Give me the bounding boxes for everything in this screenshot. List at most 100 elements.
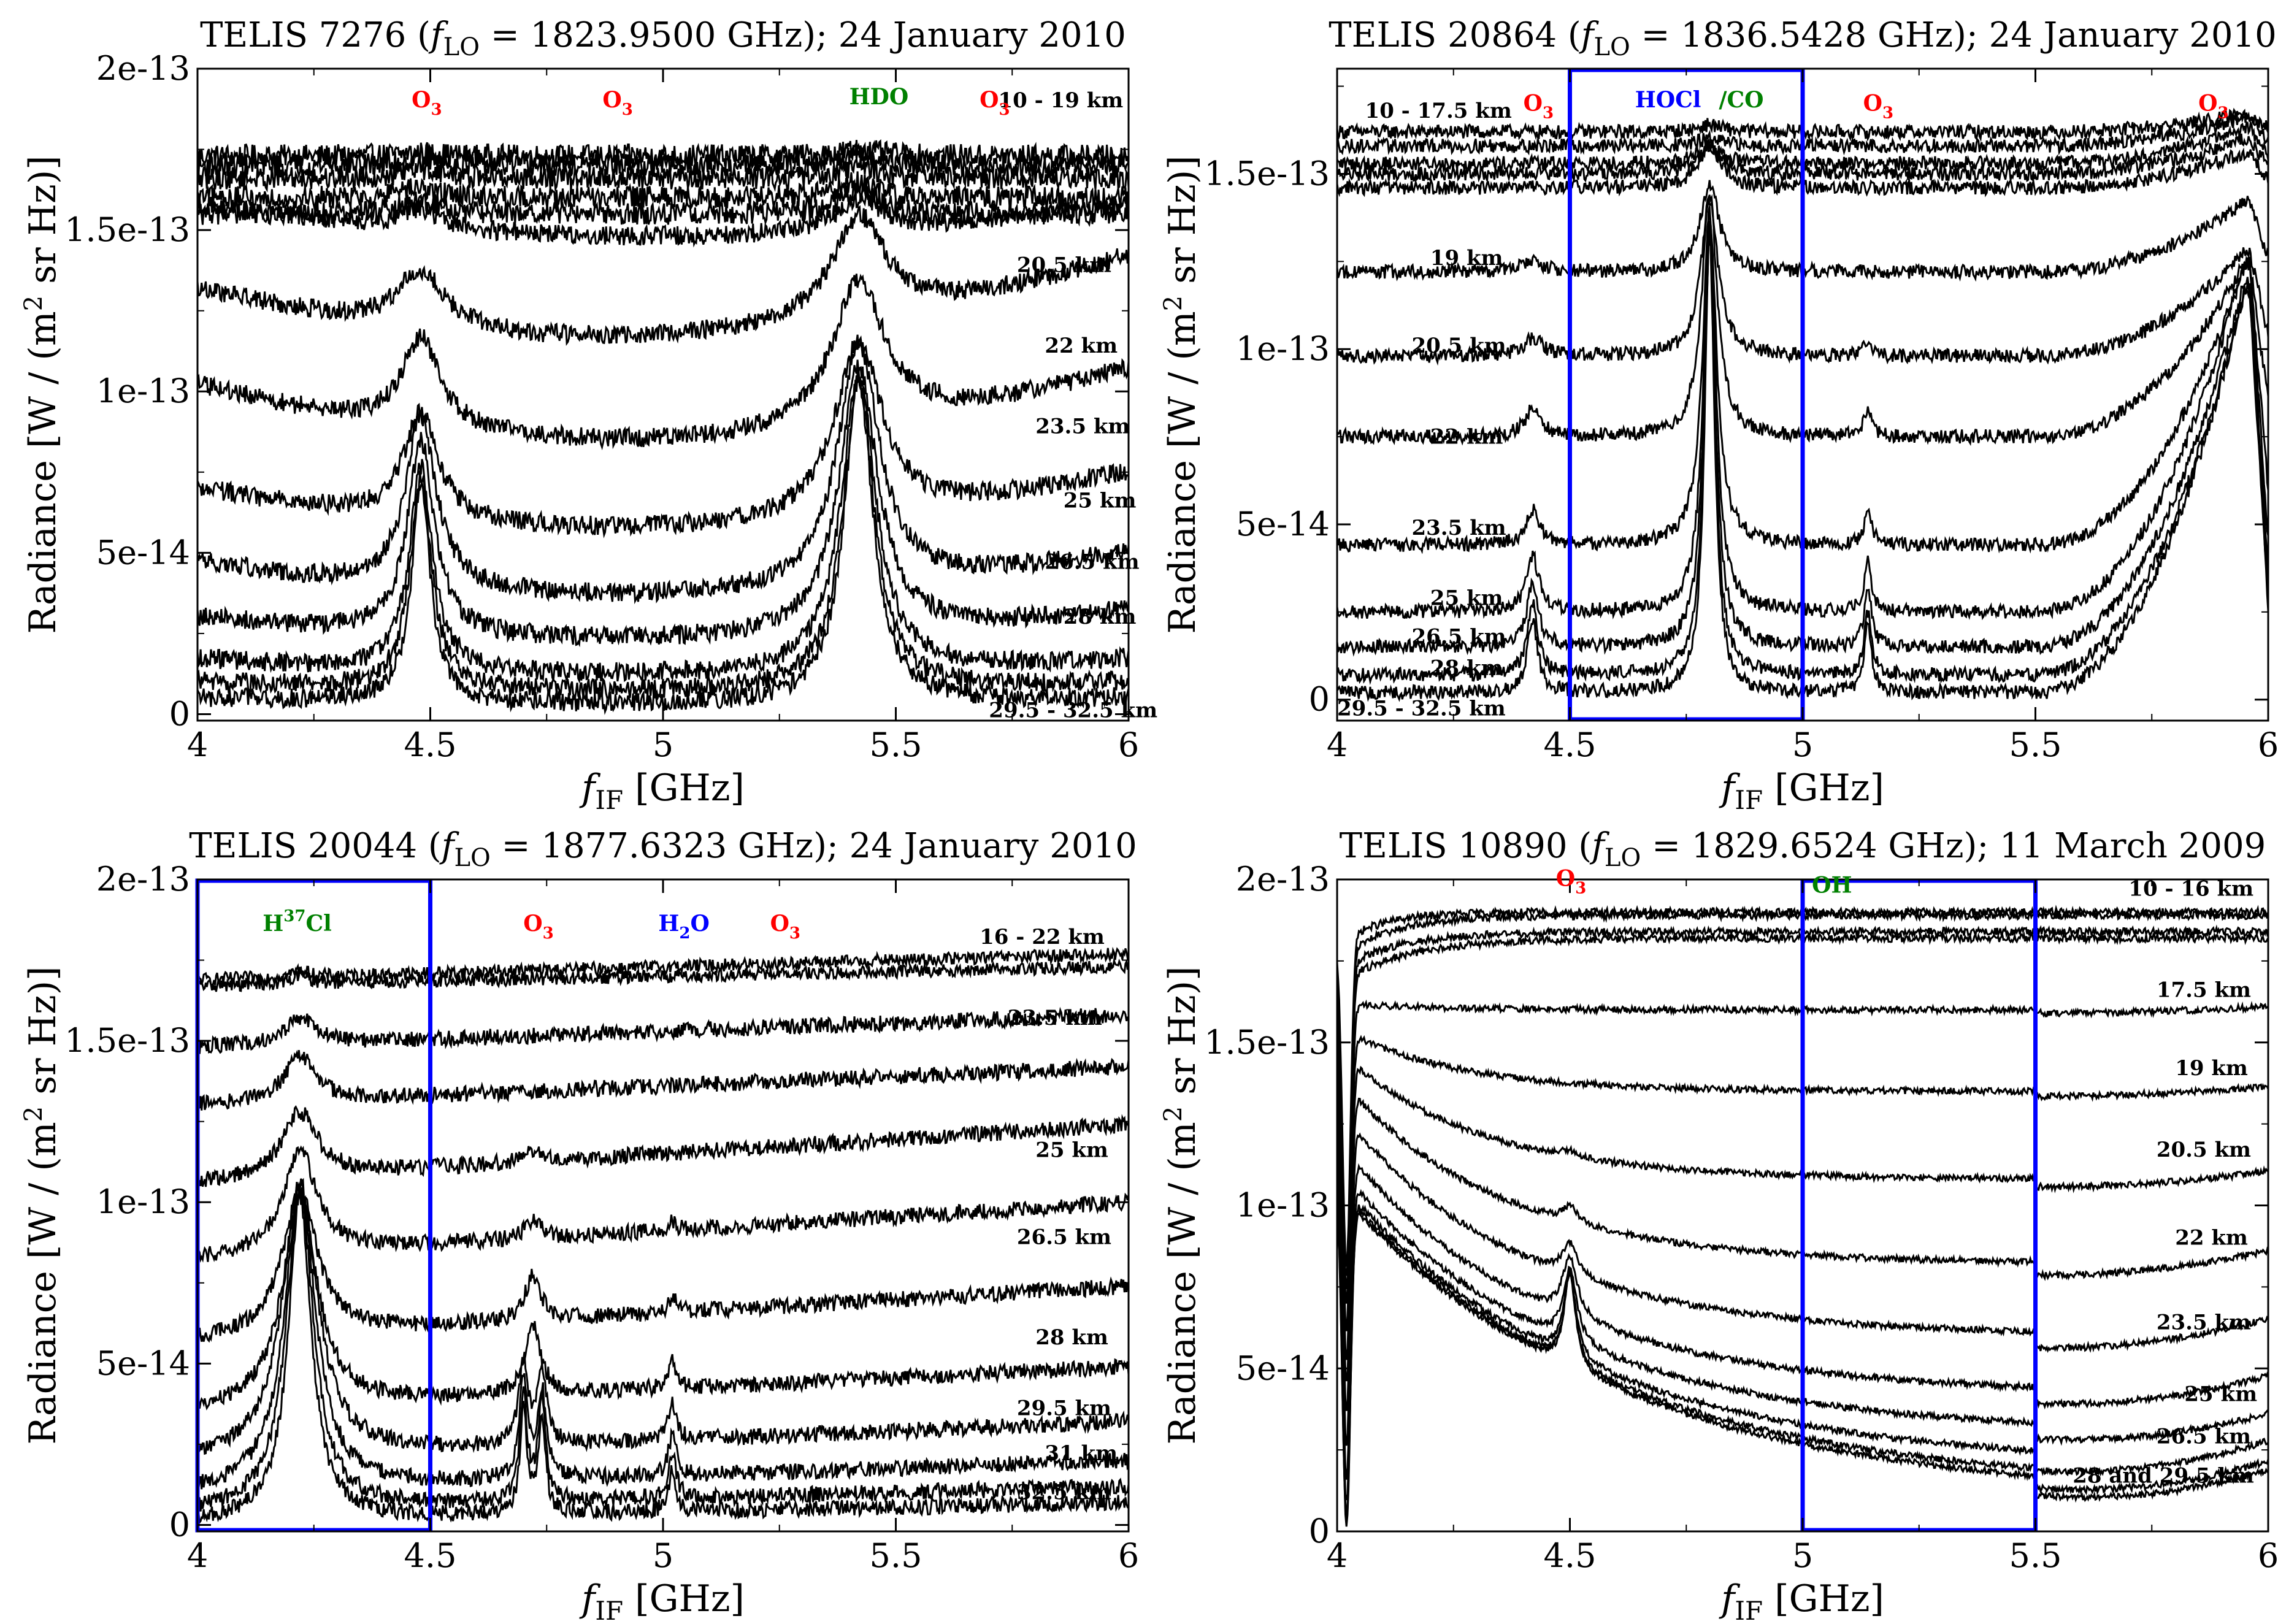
species-label: O3 xyxy=(1556,866,1586,898)
altitude-label: 28 km xyxy=(1035,1325,1108,1350)
y-tick-label: 1.5e-13 xyxy=(1204,154,1330,193)
series-line-12 xyxy=(198,1191,1129,1525)
altitude-label: 28 and 29.5 km xyxy=(2073,1463,2254,1488)
series-line-5 xyxy=(198,178,1129,228)
altitude-label: 23.5 km xyxy=(1008,1006,1102,1030)
x-axis-label: fIF [GHz] xyxy=(579,1577,745,1624)
altitude-label: 32.5 km xyxy=(1017,1480,1111,1504)
x-tick-label: 4 xyxy=(187,1536,208,1575)
y-tick-label: 1e-13 xyxy=(1236,1186,1330,1225)
altitude-label: 28 km xyxy=(1430,656,1503,681)
series-line-9 xyxy=(198,1178,1129,1455)
x-tick-label: 5 xyxy=(1792,726,1813,764)
series-line-4 xyxy=(198,1049,1129,1111)
x-tick-label: 6 xyxy=(2258,1536,2278,1575)
series-line-12 xyxy=(198,370,1129,684)
x-tick-label: 6 xyxy=(1118,726,1139,764)
species-label: O3 xyxy=(412,87,442,119)
species-label: OH xyxy=(1812,872,1852,898)
altitude-label: 19 km xyxy=(2175,1056,2248,1081)
altitude-label: 23.5 km xyxy=(1411,516,1506,540)
series-line-3 xyxy=(198,1006,1129,1054)
altitude-label: 16 - 22 km xyxy=(980,925,1105,949)
chart-panel-p1: 4 4.5 5 5.5 6 0 5e-14 1e-13 1.5e-13 2e-13 TELIS 72… xyxy=(20,15,1157,815)
y-tick-label: 5e-14 xyxy=(96,1344,190,1382)
x-axis-label: fIF [GHz] xyxy=(1719,767,1884,815)
altitude-label: 19 km xyxy=(1430,246,1503,270)
x-tick-label: 4.5 xyxy=(404,726,457,764)
series-line-5 xyxy=(198,1105,1129,1188)
altitude-label: 10 - 16 km xyxy=(2128,877,2253,902)
series-line-3 xyxy=(198,155,1129,193)
x-tick-label: 4 xyxy=(1327,726,1348,764)
altitude-label: 26.5 km xyxy=(1411,624,1506,649)
chart-title: TELIS 20044 (fLO = 1877.6323 GHz); 24 Ja… xyxy=(189,826,1137,872)
y-tick-label: 2e-13 xyxy=(1236,860,1330,898)
altitude-label: 26.5 km xyxy=(1017,1225,1111,1250)
y-tick-label: 1.5e-13 xyxy=(64,210,190,249)
y-axis-label: Radiance [W / (m2 sr Hz)] xyxy=(20,966,64,1444)
altitude-label: 29.5 - 32.5 km xyxy=(989,699,1157,723)
y-tick-label: 5e-14 xyxy=(1236,505,1330,543)
y-tick-label: 1.5e-13 xyxy=(64,1021,190,1060)
altitude-label: 22 km xyxy=(2175,1225,2248,1250)
altitude-label: 23.5 km xyxy=(1035,415,1130,439)
altitude-label: 26.5 km xyxy=(2157,1424,2251,1449)
series-line-2 xyxy=(198,957,1129,992)
altitude-label: 22 km xyxy=(1045,334,1118,358)
series-line-1 xyxy=(198,139,1129,170)
y-tick-label: 1e-13 xyxy=(96,372,190,410)
altitude-label: 23.5 km xyxy=(2157,1310,2251,1335)
species-label: /CO xyxy=(1719,87,1763,113)
altitude-label: 29.5 - 32.5 km xyxy=(1337,696,1506,721)
y-axis-label: Radiance [W / (m2 sr Hz)] xyxy=(1159,966,1204,1444)
y-tick-label: 0 xyxy=(1309,1512,1330,1550)
series-line-8 xyxy=(198,274,1129,451)
chart-title: TELIS 10890 (fLO = 1829.6524 GHz); 11 Ma… xyxy=(1340,826,2266,872)
y-tick-label: 1.5e-13 xyxy=(1204,1023,1330,1062)
y-tick-label: 1e-13 xyxy=(1236,329,1330,368)
altitude-label: 29.5 km xyxy=(1017,1396,1111,1421)
chart-panel-p2: 4 4.5 5 5.5 6 0 5e-14 1e-13 1.5e-13 TELIS 20864 (… xyxy=(1159,15,2278,815)
species-label: O3 xyxy=(2198,91,2228,123)
series-group xyxy=(198,139,1129,715)
series-line-14 xyxy=(198,372,1129,715)
y-tick-label: 2e-13 xyxy=(96,860,190,898)
series-line-6 xyxy=(198,190,1129,248)
chart-title: TELIS 20864 (fLO = 1836.5428 GHz); 24 Ja… xyxy=(1329,15,2276,61)
x-axis-label: fIF [GHz] xyxy=(579,767,745,815)
series-line-6 xyxy=(198,1145,1129,1263)
y-axis-label: Radiance [W / (m2 sr Hz)] xyxy=(1159,155,1204,634)
x-tick-label: 5.5 xyxy=(2009,1536,2062,1575)
species-label: O3 xyxy=(980,87,1010,119)
species-label: O3 xyxy=(1863,91,1893,123)
altitude-label: 28 km xyxy=(1064,605,1137,629)
y-axis-label: Radiance [W / (m2 sr Hz)] xyxy=(20,155,64,634)
x-tick-label: 5 xyxy=(1792,1536,1813,1575)
series-line-10 xyxy=(198,1179,1129,1490)
series-line-11 xyxy=(198,359,1129,648)
series-line-13 xyxy=(198,372,1129,701)
altitude-label: 25 km xyxy=(1430,586,1503,610)
x-axis-label: fIF [GHz] xyxy=(1719,1577,1884,1624)
x-tick-label: 6 xyxy=(2258,726,2278,764)
altitude-label: 20.5 km xyxy=(1017,253,1111,278)
altitude-label: 25 km xyxy=(2184,1382,2257,1406)
x-tick-label: 5 xyxy=(653,1536,673,1575)
x-tick-label: 4.5 xyxy=(1544,1536,1597,1575)
altitude-label: 17.5 km xyxy=(2157,978,2251,1002)
series-line-7 xyxy=(198,1184,1129,1343)
y-tick-label: 2e-13 xyxy=(96,49,190,88)
series-line-10 xyxy=(198,335,1129,605)
x-tick-label: 4.5 xyxy=(404,1536,457,1575)
altitude-label: 10 - 19 km xyxy=(998,88,1123,113)
altitude-label: 10 - 17.5 km xyxy=(1365,99,1512,123)
chart-panel-p4: 4 4.5 5 5.5 6 0 5e-14 1e-13 1.5e-13 2e-13 TELIS 10… xyxy=(1159,826,2278,1624)
x-tick-label: 5.5 xyxy=(870,726,922,764)
x-tick-label: 6 xyxy=(1118,1536,1139,1575)
altitude-label: 31 km xyxy=(1045,1441,1118,1466)
altitude-label: 20.5 km xyxy=(2157,1138,2251,1162)
x-tick-label: 5.5 xyxy=(870,1536,922,1575)
species-label: O3 xyxy=(1524,91,1554,123)
